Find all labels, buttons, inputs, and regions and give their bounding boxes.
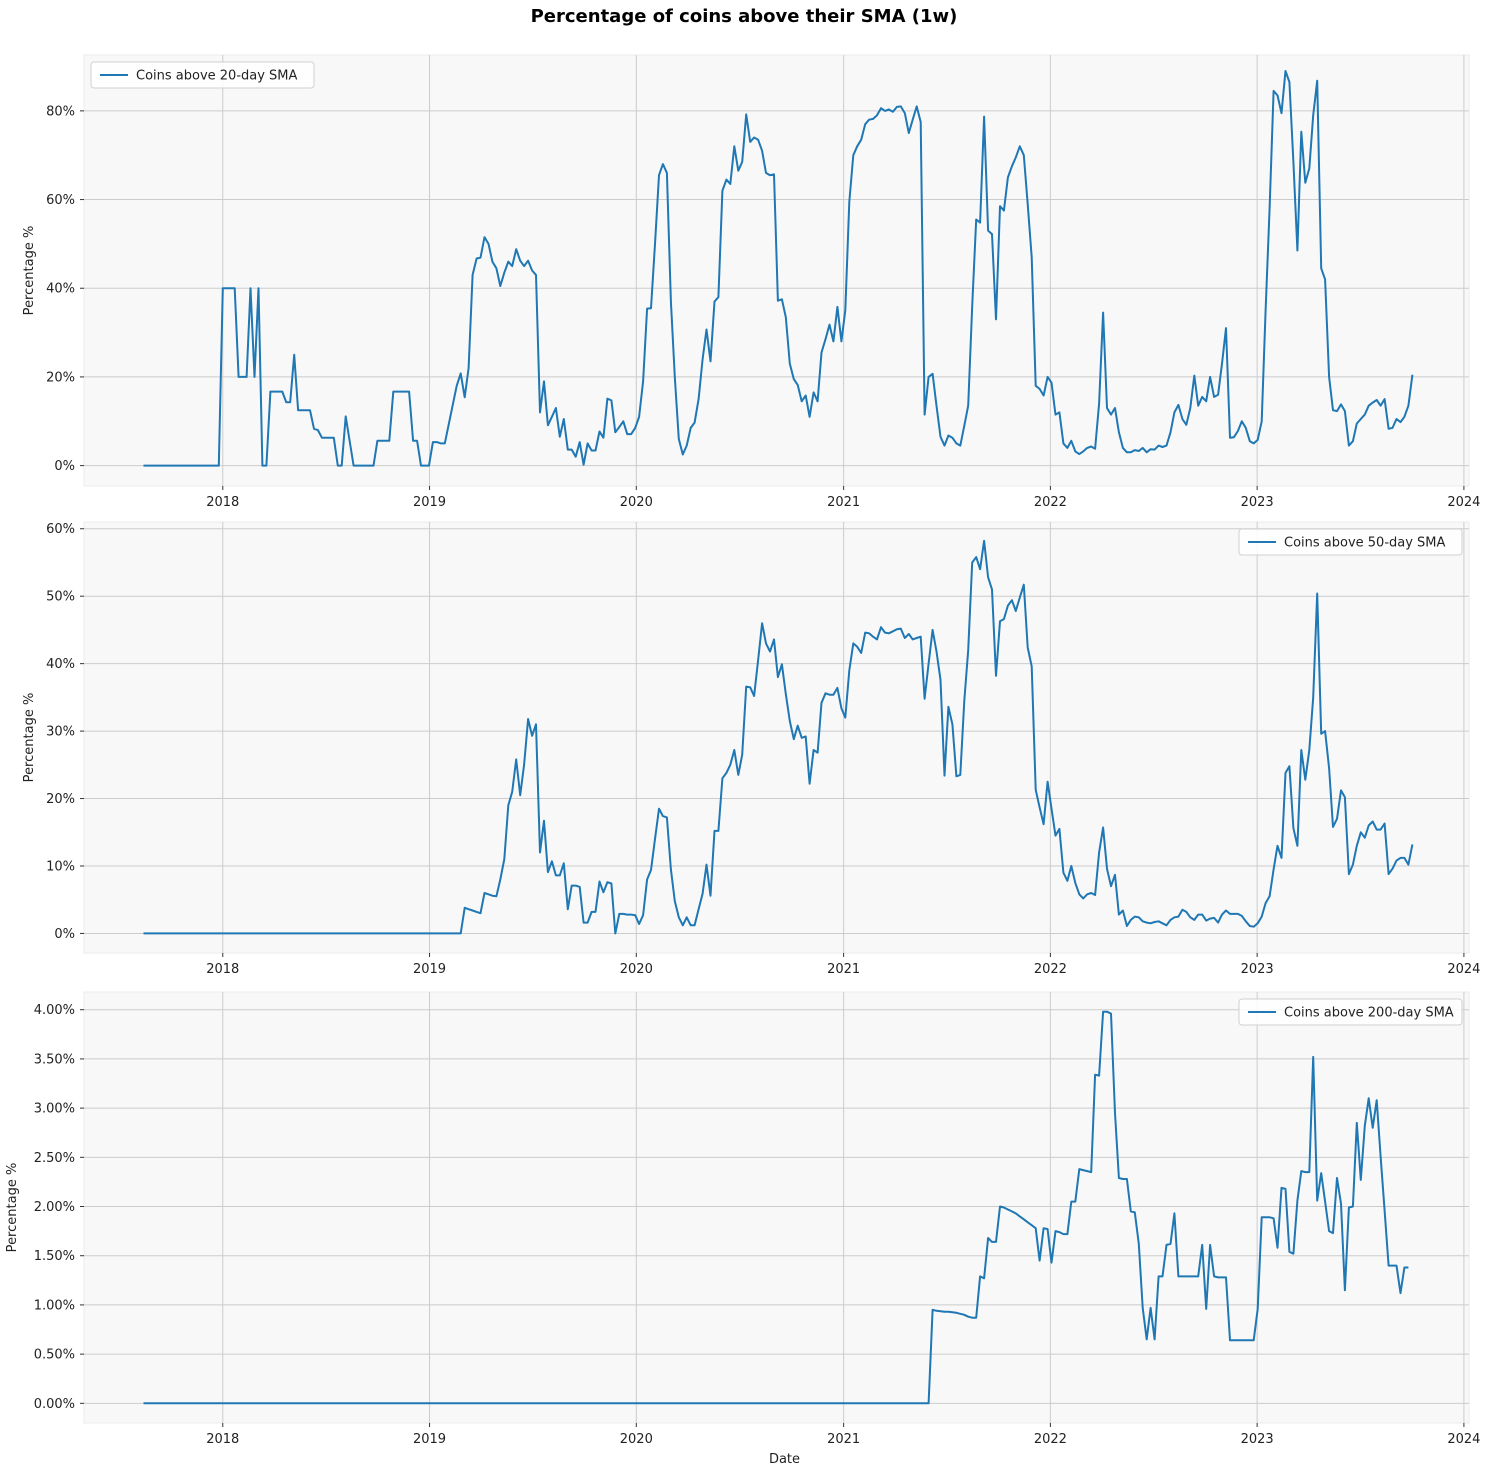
plot-area — [83, 991, 1470, 1424]
x-tick-label: 2018 — [206, 1432, 239, 1447]
x-tick-label: 2022 — [1034, 495, 1067, 510]
x-tick-label: 2022 — [1034, 962, 1067, 977]
x-axis-label: Date — [769, 1452, 800, 1467]
y-tick-label: 40% — [46, 657, 75, 672]
y-axis-label: Percentage % — [22, 693, 37, 783]
x-tick-label: 2023 — [1241, 1432, 1274, 1447]
legend: Coins above 200-day SMA — [1238, 998, 1463, 1026]
y-tick-label: 0.00% — [34, 1397, 75, 1412]
y-tick-label: 60% — [46, 193, 75, 208]
x-tick-label: 2024 — [1447, 495, 1480, 510]
chart-panel-2: 0% 10% 20% 30% 40% 50% 60% 2018 2019 2020 2021 2022… — [22, 521, 1480, 977]
y-tick-label: 1.00% — [34, 1298, 75, 1313]
x-tick-label: 2020 — [620, 962, 653, 977]
x-tick-label: 2021 — [827, 962, 860, 977]
chart-panel-3: 0.00% 0.50% 1.00% 1.50% 2.00% 2.50% 3.00% 3.50%… — [5, 991, 1480, 1467]
y-tick-label: 4.00% — [34, 1003, 75, 1018]
y-tick-label: 2.00% — [34, 1200, 75, 1215]
legend: Coins above 50-day SMA — [1238, 528, 1463, 556]
y-tick-label: 10% — [46, 859, 75, 874]
x-tick-label: 2023 — [1241, 962, 1274, 977]
x-tick-label: 2019 — [413, 962, 446, 977]
x-tick-label: 2019 — [413, 1432, 446, 1447]
y-tick-label: 60% — [46, 522, 75, 537]
legend-label: Coins above 20-day SMA — [136, 69, 298, 84]
legend-label: Coins above 200-day SMA — [1284, 1006, 1454, 1021]
x-tick-label: 2020 — [620, 495, 653, 510]
x-tick-label: 2021 — [827, 495, 860, 510]
x-tick-label: 2018 — [206, 495, 239, 510]
legend-label: Coins above 50-day SMA — [1284, 536, 1446, 551]
x-tick-label: 2022 — [1034, 1432, 1067, 1447]
y-tick-label: 1.50% — [34, 1249, 75, 1264]
series-line-1 — [143, 1010, 1409, 1405]
x-tick-label: 2020 — [620, 1432, 653, 1447]
y-tick-label: 0% — [54, 459, 75, 474]
series-line-1 — [143, 70, 1414, 467]
y-tick-label: 3.50% — [34, 1052, 75, 1067]
legend-box — [90, 61, 315, 89]
y-tick-label: 0.50% — [34, 1348, 75, 1363]
y-tick-label: 50% — [46, 590, 75, 605]
x-tick-label: 2024 — [1447, 1432, 1480, 1447]
x-tick-label: 2021 — [827, 1432, 860, 1447]
y-axis-label: Percentage % — [22, 226, 37, 316]
y-tick-label: 30% — [46, 725, 75, 740]
y-tick-label: 0% — [54, 927, 75, 942]
y-tick-label: 20% — [46, 370, 75, 385]
figure-title: Percentage of coins above their SMA (1w) — [530, 6, 958, 27]
legend: Coins above 20-day SMA — [90, 61, 315, 89]
legend-box — [1238, 528, 1463, 556]
plot-area — [83, 521, 1470, 954]
chart-panel-1: 0% 20% 40% 60% 80% 2018 2019 2020 2021 2022 2023 20… — [22, 54, 1480, 510]
series-line-1 — [143, 539, 1414, 935]
y-tick-label: 3.00% — [34, 1102, 75, 1117]
y-axis-label: Percentage % — [5, 1163, 20, 1253]
y-tick-label: 40% — [46, 282, 75, 297]
x-tick-label: 2023 — [1241, 495, 1274, 510]
x-tick-label: 2024 — [1447, 962, 1480, 977]
y-tick-label: 80% — [46, 104, 75, 119]
legend-box — [1238, 998, 1463, 1026]
x-tick-label: 2019 — [413, 495, 446, 510]
x-tick-label: 2018 — [206, 962, 239, 977]
y-tick-label: 20% — [46, 792, 75, 807]
y-tick-label: 2.50% — [34, 1151, 75, 1166]
